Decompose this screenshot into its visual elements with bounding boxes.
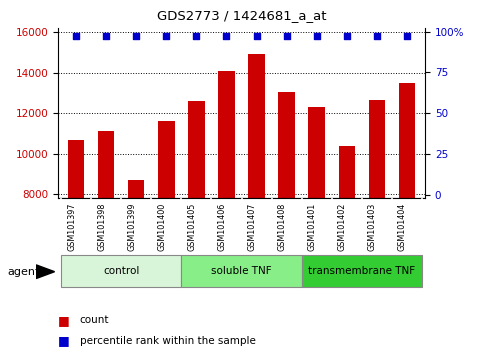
Point <box>343 34 351 39</box>
Text: transmembrane TNF: transmembrane TNF <box>308 266 415 276</box>
Text: GSM101402: GSM101402 <box>338 202 347 251</box>
Point <box>283 34 290 39</box>
Text: GSM101405: GSM101405 <box>187 202 197 251</box>
Bar <box>278 92 295 354</box>
Point <box>253 34 260 39</box>
Point <box>132 34 140 39</box>
Text: percentile rank within the sample: percentile rank within the sample <box>80 336 256 346</box>
Point <box>403 34 411 39</box>
Point <box>72 34 80 39</box>
Text: GDS2773 / 1424681_a_at: GDS2773 / 1424681_a_at <box>157 9 326 22</box>
Polygon shape <box>36 265 55 279</box>
FancyBboxPatch shape <box>181 255 302 287</box>
Text: GSM101399: GSM101399 <box>127 202 136 251</box>
Point <box>162 34 170 39</box>
Bar <box>68 139 85 354</box>
Bar <box>248 53 265 354</box>
Text: GSM101404: GSM101404 <box>398 202 407 251</box>
Point <box>373 34 381 39</box>
Text: count: count <box>80 315 109 325</box>
Bar <box>218 71 235 354</box>
FancyBboxPatch shape <box>61 255 181 287</box>
Text: soluble TNF: soluble TNF <box>211 266 272 276</box>
Text: ■: ■ <box>58 334 70 347</box>
Text: control: control <box>103 266 139 276</box>
Text: agent: agent <box>7 267 40 277</box>
Text: GSM101398: GSM101398 <box>97 202 106 251</box>
FancyBboxPatch shape <box>302 255 422 287</box>
Text: GSM101401: GSM101401 <box>308 202 317 251</box>
Point <box>193 34 200 39</box>
Bar <box>339 145 355 354</box>
Text: GSM101406: GSM101406 <box>217 202 227 251</box>
Bar <box>398 83 415 354</box>
Text: GSM101403: GSM101403 <box>368 202 377 251</box>
Point <box>223 34 230 39</box>
Bar <box>98 131 114 354</box>
Text: GSM101408: GSM101408 <box>278 202 286 251</box>
Bar <box>369 100 385 354</box>
Bar <box>309 107 325 354</box>
Text: GSM101407: GSM101407 <box>248 202 256 251</box>
Text: ■: ■ <box>58 314 70 327</box>
Point <box>102 34 110 39</box>
Point <box>313 34 321 39</box>
Text: GSM101397: GSM101397 <box>67 202 76 251</box>
Bar <box>188 101 205 354</box>
Text: GSM101400: GSM101400 <box>157 202 166 251</box>
Bar <box>158 121 174 354</box>
Bar <box>128 180 144 354</box>
